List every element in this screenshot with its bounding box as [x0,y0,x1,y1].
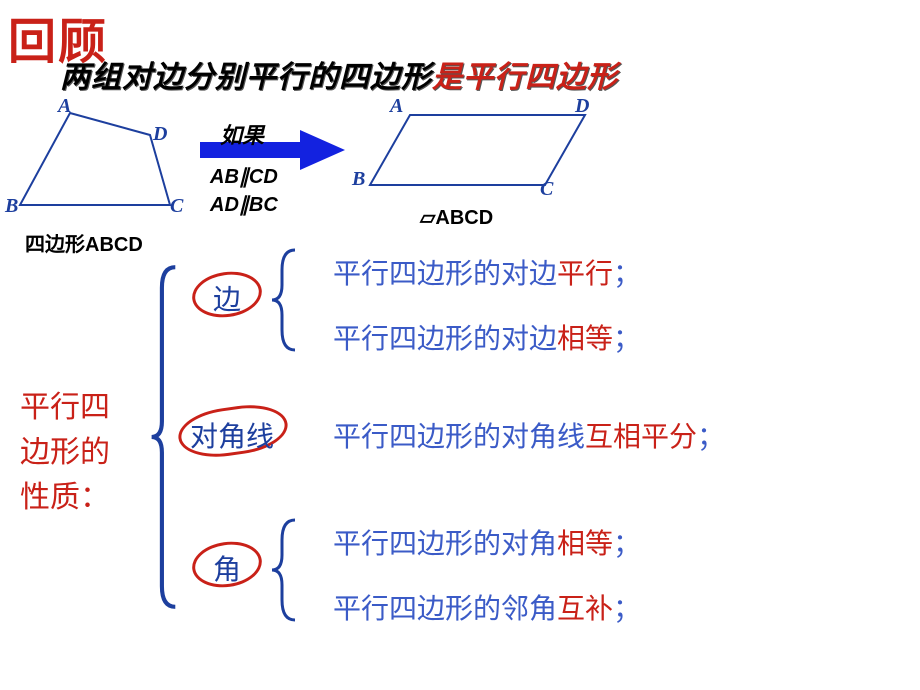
heading-black: 两组对边分别平行的四边形 [60,61,432,94]
prop-1-semi: ； [613,259,641,290]
quad2-shape [370,115,585,185]
prop-2-key: 相等 [557,323,613,354]
cat-angle: 角 [213,548,241,588]
prop-3-key: 互相平分 [585,421,697,452]
props-title-l3: 性质： [20,475,110,520]
arrow-label: 如果 [220,118,264,150]
prop-1-pre: 平行四边形的对边 [333,258,557,289]
arrow-conditions: AB∥CD AD∥BC [210,163,278,219]
prop-3-semi: ； [697,422,725,453]
heading-red: 是平行四边形 [432,61,618,94]
prop-4-semi: ； [613,529,641,560]
prop-2: 平行四边形的对边相等； [333,317,641,357]
q1-B: B [5,195,18,218]
props-title-l2: 边形的 [20,430,110,475]
prop-5-key: 互补 [557,593,613,624]
q1-A: A [58,95,71,118]
props-title-l1: 平行四 [20,385,110,430]
cat-diag: 对角线 [190,415,274,455]
prop-5-pre: 平行四边形的邻角 [333,593,557,624]
sub-brace-side [270,245,300,355]
prop-2-pre: 平行四边形的对边 [333,323,557,354]
cond2: AD∥BC [210,191,278,219]
q2-D: D [575,95,589,118]
q1-C: C [170,195,183,218]
quad2-label: ▱ABCD [420,205,493,230]
prop-3-pre: 平行四边形的对角线 [333,421,585,452]
sub-brace-angle [270,515,300,625]
q1-D: D [153,123,167,146]
q2-B: B [352,168,365,191]
cond1: AB∥CD [210,163,278,191]
q2-C: C [540,178,553,201]
props-title: 平行四 边形的 性质： [20,385,110,520]
diagram-area: A D C B 四边形ABCD 如果 AB∥CD AD∥BC A D B C ▱… [0,100,920,250]
prop-2-semi: ； [613,324,641,355]
definition-heading: 两组对边分别平行的四边形是平行四边形 [60,52,618,96]
quad1-shape [20,113,170,205]
prop-5: 平行四边形的邻角互补； [333,587,641,627]
prop-4-pre: 平行四边形的对角 [333,528,557,559]
prop-1: 平行四边形的对边平行； [333,252,641,292]
quad1-label: 四边形ABCD [25,228,143,257]
prop-5-semi: ； [613,594,641,625]
prop-4: 平行四边形的对角相等； [333,522,641,562]
prop-4-key: 相等 [557,528,613,559]
cat-side: 边 [213,278,241,318]
q2-A: A [390,95,403,118]
prop-3: 平行四边形的对角线互相平分； [333,415,725,455]
prop-1-key: 平行 [557,258,613,289]
